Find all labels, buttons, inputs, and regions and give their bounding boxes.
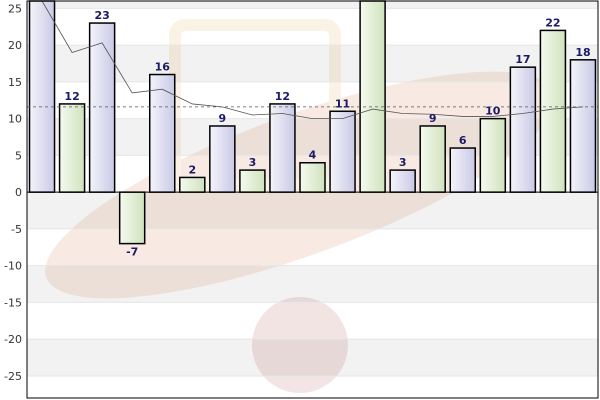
bar [479,117,507,193]
bar [58,103,86,193]
bar [269,103,296,193]
bar [28,0,56,193]
data-labels: 261223-716293124112639610172218 [64,9,590,259]
bar [118,191,146,245]
y-tick-label: 15 [8,76,22,89]
y-tick-label: 5 [15,149,22,162]
bar [569,59,597,193]
y-tick-label: 0 [15,186,22,199]
y-tick-label: -10 [4,260,22,273]
data-label: 6 [459,134,467,147]
bar [239,169,266,193]
trend-lines [27,0,598,120]
data-label: 4 [309,149,317,162]
data-label: 9 [219,112,227,125]
bar [389,169,416,193]
bar [419,125,446,193]
bar [509,66,537,193]
bar [148,73,176,193]
y-tick-label: -25 [4,370,22,383]
data-label: 18 [575,46,590,59]
data-label: -7 [126,246,138,259]
running-average-line [41,0,584,120]
data-label: 12 [275,90,290,103]
bar [359,0,386,193]
data-label: 10 [485,105,501,118]
bar [179,176,206,193]
data-label: 16 [155,61,171,74]
y-tick-label: -5 [11,223,22,236]
bar [209,125,236,193]
bar [299,161,326,193]
bar [539,29,567,193]
background-band [27,265,598,303]
background-band [27,1,598,9]
y-tick-label: 10 [8,113,22,126]
data-label: 3 [399,156,407,169]
background-band [27,339,598,376]
bar [329,110,356,193]
data-label: 17 [515,53,530,66]
y-tick-label: 20 [8,39,22,52]
bar [88,22,116,193]
data-label: 23 [94,9,109,22]
data-label: 3 [249,156,257,169]
data-label: 11 [335,97,350,110]
axes: -25 -20 -15 -10 -5 0 5 10 15 20 25 [4,0,599,399]
bar [449,147,477,193]
data-label: 9 [429,112,437,125]
data-label: 2 [188,163,196,176]
plot-frame [26,0,599,399]
y-tick-label: -15 [4,296,22,309]
y-tick-label: 25 [8,2,22,15]
y-tick-label: -20 [4,333,22,346]
data-label: 12 [64,90,79,103]
data-label: 22 [545,16,560,29]
